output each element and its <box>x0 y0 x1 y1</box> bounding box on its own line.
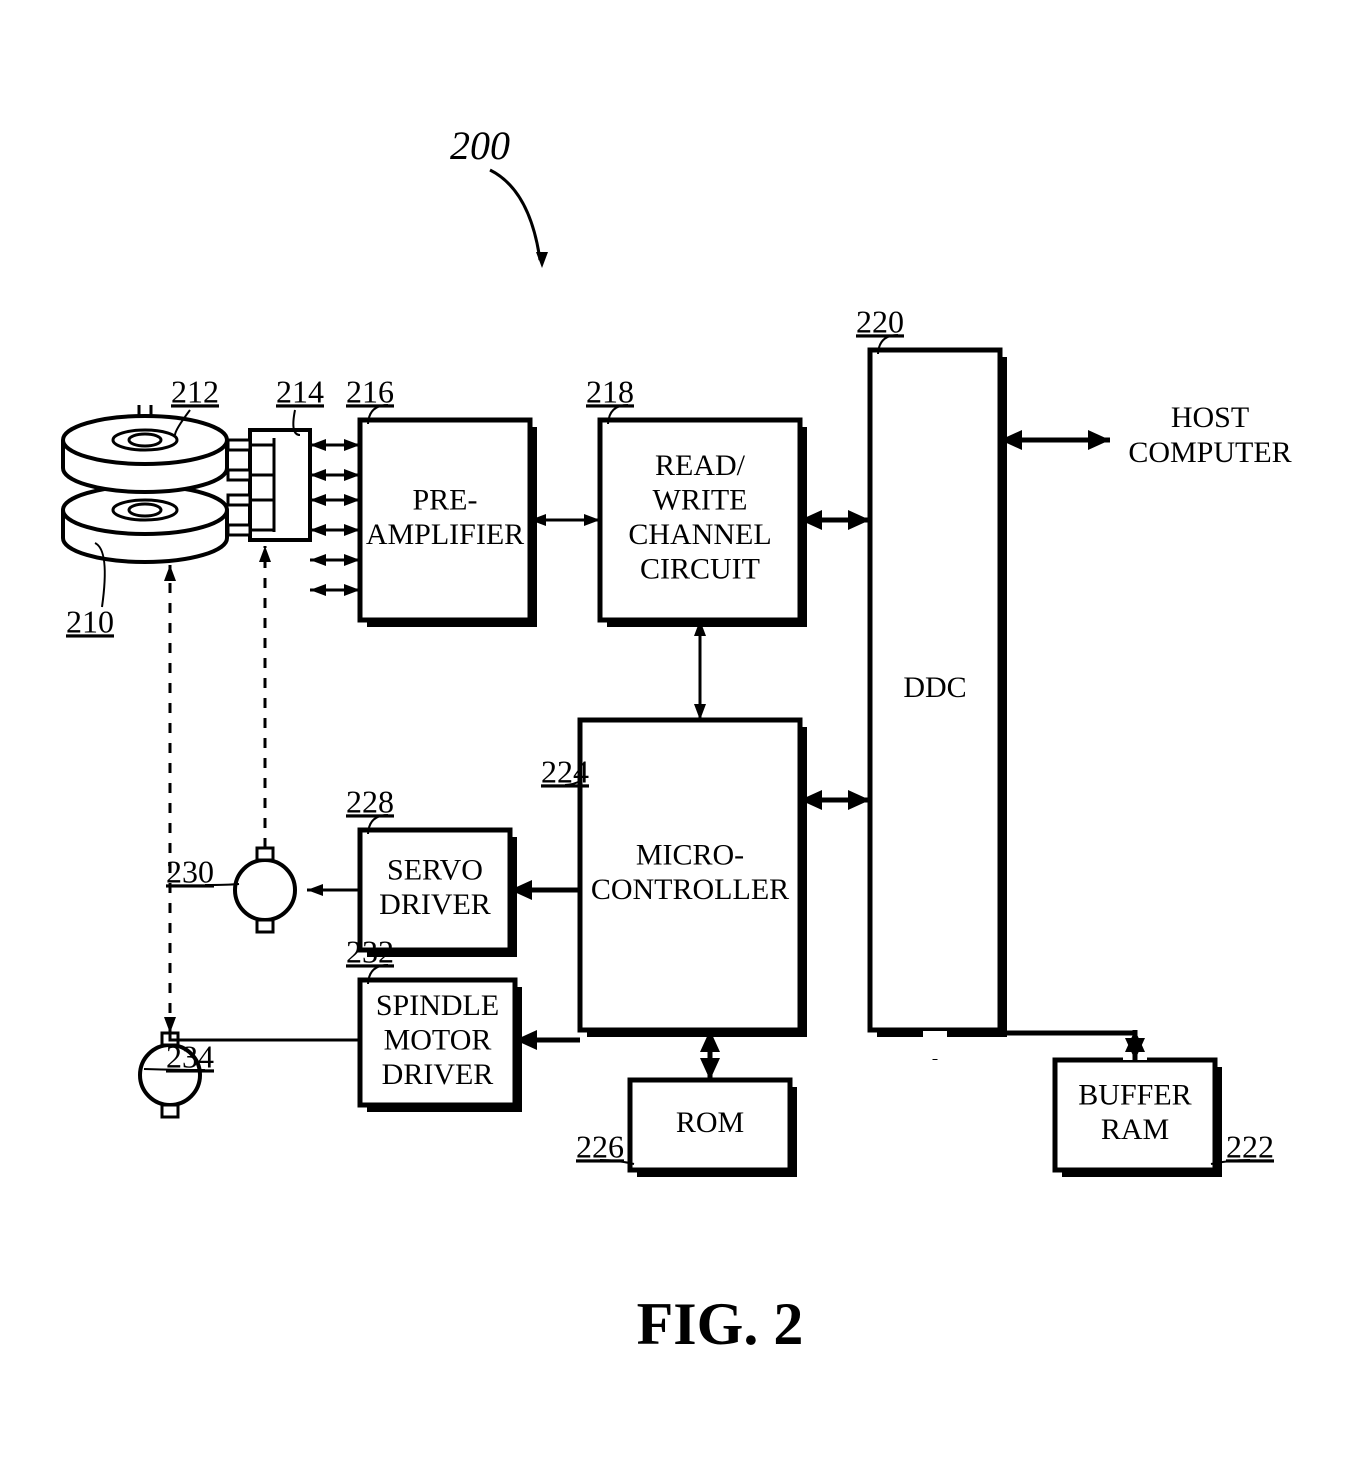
svg-text:232: 232 <box>346 933 394 969</box>
svg-text:PRE-: PRE- <box>412 484 477 517</box>
svg-text:ROM: ROM <box>676 1106 744 1139</box>
svg-text:RAM: RAM <box>1101 1113 1169 1146</box>
svg-text:MICRO-: MICRO- <box>636 839 744 872</box>
svg-text:BUFFER: BUFFER <box>1078 1079 1191 1112</box>
svg-text:CHANNEL: CHANNEL <box>628 518 771 551</box>
svg-text:SPINDLE: SPINDLE <box>376 989 499 1022</box>
svg-text:222: 222 <box>1226 1128 1274 1164</box>
svg-text:WRITE: WRITE <box>653 484 748 517</box>
svg-text:DRIVER: DRIVER <box>379 888 491 921</box>
svg-text:AMPLIFIER: AMPLIFIER <box>366 518 524 551</box>
svg-text:SERVO: SERVO <box>387 854 483 887</box>
svg-text:218: 218 <box>586 373 634 409</box>
svg-text:224: 224 <box>541 753 589 789</box>
svg-text:230: 230 <box>166 853 214 889</box>
actuator-vcm <box>235 848 295 932</box>
svg-text:220: 220 <box>856 303 904 339</box>
svg-text:FIG. 2: FIG. 2 <box>637 1291 804 1357</box>
svg-text:216: 216 <box>346 373 394 409</box>
svg-text:212: 212 <box>171 373 219 409</box>
svg-text:COMPUTER: COMPUTER <box>1128 436 1291 469</box>
svg-text:CONTROLLER: CONTROLLER <box>591 873 789 906</box>
figure-2-block-diagram: 200 210 212 214 PRE-AMPLIFIER 216 READ/WRITECH… <box>0 0 1364 1475</box>
svg-text:DDC: DDC <box>903 671 966 704</box>
svg-text:228: 228 <box>346 783 394 819</box>
svg-text:MOTOR: MOTOR <box>384 1023 492 1056</box>
svg-text:214: 214 <box>276 373 324 409</box>
svg-text:READ/: READ/ <box>655 449 746 482</box>
svg-text:226: 226 <box>576 1128 624 1164</box>
svg-text:DRIVER: DRIVER <box>382 1058 494 1091</box>
svg-text:HOST: HOST <box>1171 401 1249 434</box>
svg-text:200: 200 <box>450 123 510 168</box>
svg-text:210: 210 <box>66 603 114 639</box>
svg-text:CIRCUIT: CIRCUIT <box>640 553 760 586</box>
